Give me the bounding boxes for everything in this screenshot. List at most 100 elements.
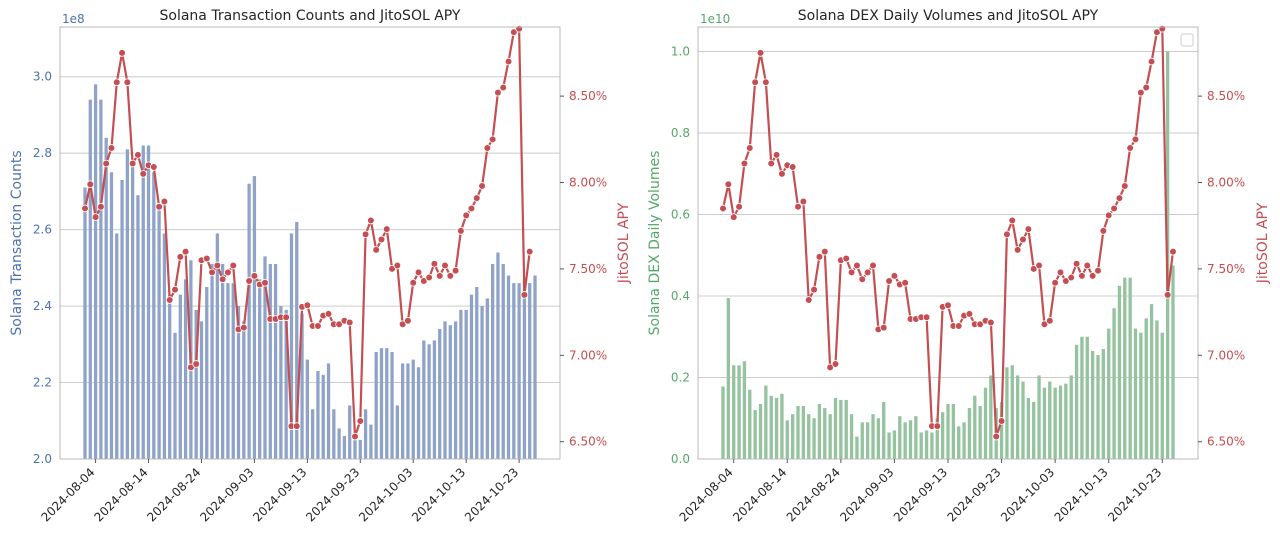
bar	[828, 414, 832, 459]
bar	[1112, 308, 1116, 459]
bar	[1107, 328, 1111, 459]
bar	[801, 406, 806, 459]
apy-point	[356, 417, 365, 425]
apy-point	[1008, 216, 1017, 225]
apy-point	[810, 285, 818, 294]
apy-point	[202, 254, 211, 263]
bar	[774, 397, 779, 459]
bar	[194, 309, 198, 459]
bar	[748, 389, 752, 459]
apy-point	[451, 266, 460, 275]
chart-right-y2label: JitoSOL APY	[1255, 202, 1271, 284]
bar	[242, 321, 246, 459]
bar	[215, 233, 219, 459]
chart-right-frame	[697, 26, 1199, 460]
bar	[1032, 401, 1036, 459]
bar	[363, 409, 368, 459]
bar	[401, 363, 405, 459]
bar	[892, 430, 897, 459]
apy-point	[788, 163, 797, 171]
bar	[136, 195, 140, 459]
bar	[1171, 265, 1175, 459]
apy-point	[1072, 259, 1081, 268]
chart-right-title: Solana DEX Daily Volumes and JitoSOL APY	[798, 8, 1099, 24]
apy-point	[976, 320, 984, 329]
y-tick-label: 2.0	[33, 452, 52, 466]
bar	[438, 329, 442, 459]
apy-point	[799, 197, 808, 206]
apy-point	[324, 310, 333, 318]
x-tick-label: 2024-08-24	[144, 465, 203, 524]
bar	[1010, 365, 1014, 459]
bar	[104, 137, 108, 460]
y-tick-label: 0.4	[671, 289, 690, 303]
bar	[812, 418, 816, 459]
apy-point	[457, 227, 465, 235]
apy-point	[1115, 194, 1124, 202]
bar	[978, 406, 982, 459]
apy-point	[112, 78, 121, 87]
y2-tick-label: 7.50%	[1207, 262, 1245, 276]
apy-point	[139, 170, 148, 178]
bar	[390, 351, 394, 459]
bar	[769, 395, 773, 459]
y-tick-label: 2.2	[33, 376, 52, 390]
apy-point	[102, 159, 110, 168]
y-tick-label: 2.8	[33, 146, 52, 160]
bar	[475, 286, 479, 459]
apy-point	[1094, 266, 1102, 275]
bar	[252, 176, 257, 459]
bar	[785, 420, 789, 459]
bar	[115, 233, 119, 459]
bar	[898, 416, 902, 459]
apy-point	[842, 254, 851, 263]
apy-point	[425, 273, 433, 282]
apy-point	[504, 57, 513, 66]
apy-point	[97, 202, 105, 211]
x-tick-label: 2024-08-14	[91, 465, 150, 524]
apy-point	[1040, 320, 1049, 329]
bar	[300, 313, 304, 459]
bar	[321, 374, 325, 459]
bar	[379, 348, 384, 459]
bar	[247, 183, 251, 460]
bar	[849, 414, 854, 459]
legend-box	[1180, 33, 1194, 47]
x-tick-label: 2024-10-03	[998, 465, 1057, 524]
bar	[1005, 367, 1009, 459]
apy-point	[361, 230, 370, 239]
apy-point	[404, 316, 412, 325]
apy-point	[965, 310, 974, 318]
bar	[764, 385, 768, 459]
apy-point	[724, 180, 733, 189]
apy-point	[853, 261, 861, 270]
bar	[946, 403, 950, 459]
bar	[311, 409, 315, 459]
apy-point	[192, 360, 200, 368]
apy-point	[372, 246, 380, 254]
apy-point	[1126, 144, 1134, 152]
bar	[726, 298, 731, 459]
apy-point	[1120, 182, 1129, 190]
bar	[125, 149, 129, 459]
bar	[1026, 397, 1031, 459]
bar	[411, 359, 415, 459]
apy-point	[520, 291, 529, 299]
apy-point	[499, 83, 508, 92]
bar	[268, 264, 272, 459]
x-tick-label: 2024-08-14	[730, 465, 789, 524]
bar	[903, 422, 907, 459]
bar	[796, 406, 800, 459]
bar	[385, 348, 389, 459]
bar	[533, 275, 537, 459]
bar	[1090, 351, 1095, 459]
apy-point	[1163, 291, 1172, 299]
apy-point	[767, 159, 776, 168]
bar	[528, 283, 532, 459]
x-tick-label: 2024-10-23	[462, 465, 521, 524]
apy-point	[128, 159, 137, 168]
bar	[737, 365, 741, 459]
bar	[860, 422, 864, 459]
bar	[780, 393, 784, 459]
apy-point	[1088, 272, 1097, 280]
